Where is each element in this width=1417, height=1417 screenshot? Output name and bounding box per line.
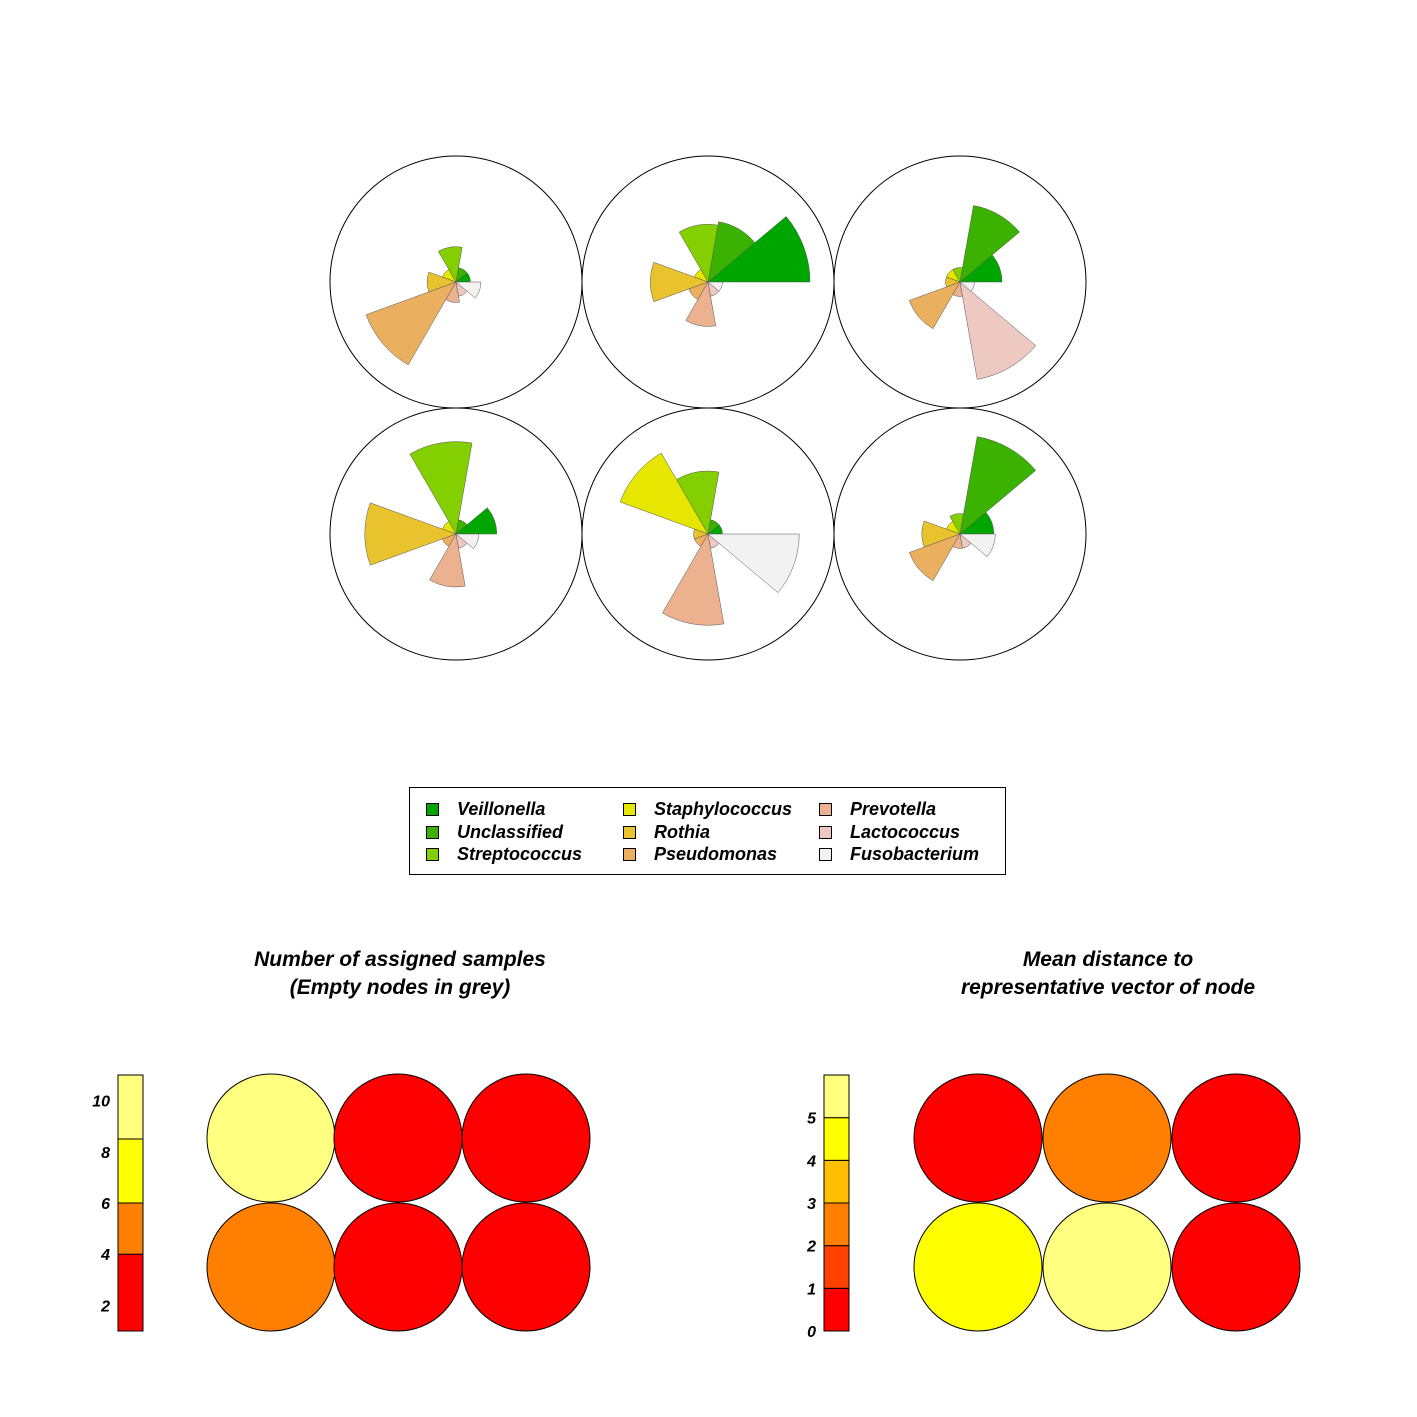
segment-wedge (959, 436, 1037, 535)
legend-swatch (426, 802, 439, 816)
color-scale-tick-label: 3 (807, 1196, 816, 1213)
distance-title-line-1: Mean distance to (1022, 948, 1194, 971)
legend-label: Prevotella (850, 798, 937, 819)
segment-wedge (429, 533, 466, 588)
segment-wedge (707, 281, 723, 292)
legend-swatch (426, 847, 439, 861)
segment-wedge (707, 533, 800, 593)
color-scale-tick-label: 2 (806, 1239, 816, 1256)
color-scale-tick-label: 10 (92, 1094, 110, 1111)
samples-panel-title: Number of assigned samples (Empty nodes … (120, 946, 680, 1002)
legend-item: Pseudomonas (623, 844, 777, 864)
color-scale-tick-label: 0 (807, 1324, 816, 1341)
heat-node-circle (333, 1073, 463, 1203)
legend-item: Streptococcus (426, 844, 582, 864)
heat-node-circle (1042, 1202, 1172, 1332)
segment-wedge (959, 281, 975, 292)
legend-item: Unclassified (426, 822, 563, 842)
color-scale-band (117, 1253, 144, 1332)
segment-wedge (662, 533, 725, 626)
legend-swatch (819, 847, 832, 861)
color-scale-band (117, 1138, 144, 1204)
segment-wedge (364, 502, 457, 566)
legend-label: Pseudomonas (654, 843, 778, 864)
legend-item: Lactococcus (819, 822, 960, 842)
color-scale-band (823, 1287, 850, 1332)
legend-swatch (623, 847, 636, 861)
segment-wedge (959, 533, 996, 558)
heat-node-circle (461, 1202, 591, 1332)
legend-item: Staphylococcus (623, 799, 792, 819)
legend-item: Prevotella (819, 799, 936, 819)
distance-heatmap: 0 1 2 3 4 5 (806, 1073, 1301, 1341)
segment-wedge (707, 216, 811, 283)
legend-item: Rothia (623, 822, 710, 842)
color-scale-tick-label: 2 (100, 1298, 110, 1315)
legend-label: Veillonella (457, 798, 546, 819)
samples-title-line-1: Number of assigned samples (254, 948, 546, 971)
segment-wedge (619, 452, 709, 535)
legend-swatch (819, 825, 832, 839)
legend-label: Fusobacterium (850, 843, 980, 864)
heat-node-circle (913, 1202, 1043, 1332)
legend-label: Lactococcus (850, 821, 961, 842)
distance-title-line-2: representative vector of node (960, 976, 1256, 999)
legend-swatch (623, 825, 636, 839)
segment-wedge (455, 533, 480, 550)
segment-wedge (437, 246, 463, 283)
color-scale-tick-label: 1 (807, 1281, 816, 1298)
legend-label: Unclassified (457, 821, 564, 842)
segment-wedge (949, 513, 964, 535)
legend-label: Rothia (654, 821, 710, 842)
color-scale-band (823, 1074, 850, 1119)
heat-node-circle (333, 1202, 463, 1332)
legend-item: Fusobacterium (819, 844, 979, 864)
segment-wedge (365, 281, 457, 366)
legend-swatch (623, 802, 636, 816)
distance-panel-title: Mean distance to representative vector o… (828, 946, 1388, 1002)
color-scale-tick-label: 6 (101, 1196, 110, 1213)
segment-wedge (445, 281, 460, 303)
segment-wedge (455, 507, 498, 535)
color-scale-band (823, 1159, 850, 1204)
segment-wedge (959, 205, 1020, 283)
color-scale-tick-label: 4 (100, 1247, 110, 1264)
legend-item: Veillonella (426, 799, 545, 819)
legend-swatch (819, 802, 832, 816)
heat-node-circle (1042, 1073, 1172, 1203)
heat-node-circle (206, 1202, 336, 1332)
legend: Veillonella Unclassified Streptococcus S… (409, 787, 1006, 875)
color-scale-tick-label: 8 (101, 1145, 110, 1162)
color-scale-band (117, 1074, 144, 1140)
heat-node-circle (913, 1073, 1043, 1203)
legend-label: Streptococcus (457, 843, 583, 864)
segment-wedge (685, 281, 717, 327)
samples-title-line-2: (Empty nodes in grey) (289, 976, 511, 999)
legend-swatch (426, 825, 439, 839)
color-scale-tick-label: 5 (807, 1111, 817, 1128)
segment-plot (329, 155, 1087, 661)
segment-wedge (650, 261, 709, 303)
segment-wedge (678, 224, 719, 283)
samples-heatmap: 2 4 6 8 10 (92, 1073, 591, 1332)
heat-node-circle (206, 1073, 336, 1203)
legend-label: Staphylococcus (654, 798, 793, 819)
heat-node-circle (1171, 1202, 1301, 1332)
color-scale-tick-label: 4 (806, 1153, 816, 1170)
color-scale-band (823, 1202, 850, 1247)
segment-wedge (959, 281, 1037, 380)
segment-wedge (455, 281, 482, 299)
segment-wedge (908, 281, 961, 330)
color-scale-band (823, 1245, 850, 1289)
segment-wedge (908, 533, 961, 582)
segment-wedge (409, 441, 473, 535)
color-scale-band (117, 1202, 144, 1255)
segment-wedge (707, 221, 756, 283)
heat-node-circle (461, 1073, 591, 1203)
color-scale-band (823, 1117, 850, 1161)
heat-node-circle (1171, 1073, 1301, 1203)
